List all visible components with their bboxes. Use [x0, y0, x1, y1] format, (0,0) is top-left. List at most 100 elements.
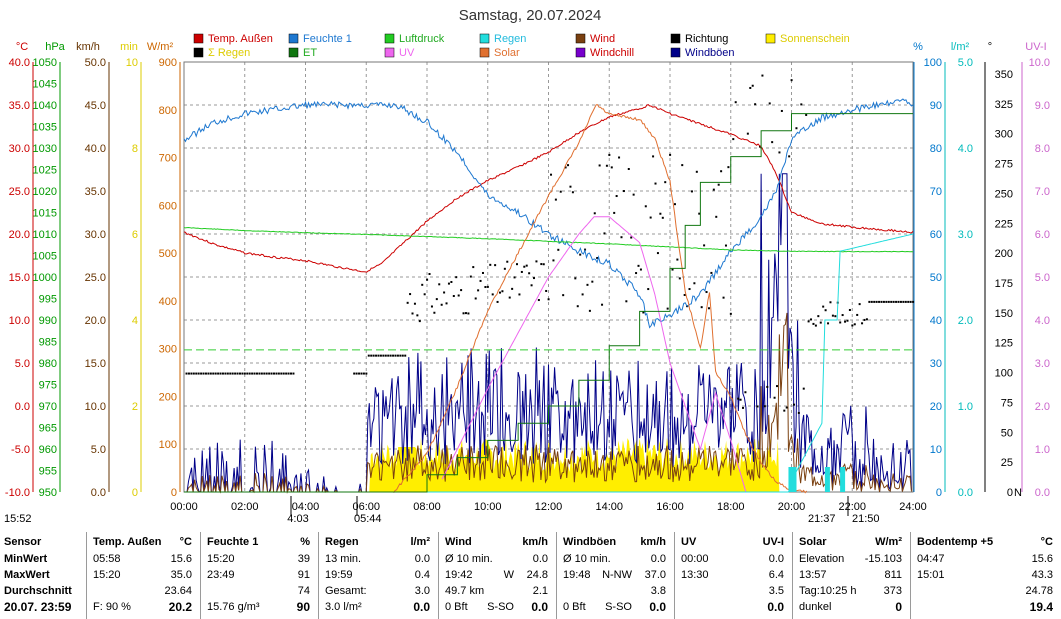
axis-tick-label: 950: [39, 487, 57, 499]
axis-tick-label: 990: [39, 315, 57, 327]
legend-label: Temp. Außen: [208, 33, 273, 45]
series-point-richtung: [472, 266, 475, 269]
stats-cell-value: 19.4: [1029, 600, 1053, 614]
series-point-richtung: [268, 372, 271, 375]
series-point-richtung: [678, 277, 681, 280]
stats-cell-label: dunkel: [799, 601, 832, 613]
stats-cell-value: 43.3: [1031, 569, 1053, 581]
series-point-richtung: [187, 372, 190, 375]
axis-tick-label: 100: [995, 368, 1013, 380]
axis-tick-label: 50.0: [85, 57, 106, 69]
series-point-richtung: [654, 182, 657, 185]
stats-cell-value: -15.103: [864, 553, 902, 565]
series-point-richtung: [520, 270, 523, 273]
series-point-richtung: [865, 318, 868, 321]
series-point-richtung: [221, 372, 224, 375]
axis-tick-label: 350: [995, 69, 1013, 81]
series-point-richtung: [912, 300, 915, 303]
axis-tick-label: 8: [132, 143, 138, 155]
series-point-richtung: [880, 300, 883, 303]
series-point-richtung: [834, 315, 837, 318]
series-point-richtung: [455, 276, 458, 279]
legend-swatch: [479, 33, 490, 44]
series-point-richtung: [219, 372, 222, 375]
stats-cell-value: 0.0: [767, 600, 784, 614]
axis-tick-label: 15.0: [9, 272, 30, 284]
series-point-richtung: [693, 282, 696, 285]
series-point-richtung: [817, 315, 820, 318]
stats-cell-value: 24.8: [526, 569, 548, 581]
series-point-richtung: [618, 156, 621, 159]
axis-tick-label: 150: [995, 308, 1013, 320]
series-point-richtung: [195, 372, 198, 375]
series-point-richtung: [557, 248, 560, 251]
series-point-richtung: [370, 354, 373, 357]
legend-label: Regen: [494, 33, 526, 45]
series-point-richtung: [423, 293, 426, 296]
sun-event-label: 4:03: [287, 513, 308, 525]
stats-column-unit: km/h: [640, 536, 666, 548]
axis-tick-label: 900: [159, 57, 177, 69]
axis-tick-label: 3.0: [1035, 358, 1050, 370]
stats-column-temp: Temp. Außen °C 05:58 15.6 15:20 35.0 23.…: [86, 532, 200, 619]
series-point-richtung: [428, 272, 431, 275]
series-point-richtung: [430, 305, 433, 308]
series-point-richtung: [754, 103, 757, 106]
series-point-richtung: [700, 306, 703, 309]
stats-cell-value: 3.8: [650, 585, 666, 597]
series-point-richtung: [491, 293, 494, 296]
series-point-richtung: [656, 252, 659, 255]
series-point-richtung: [255, 372, 258, 375]
series-point-richtung: [890, 300, 893, 303]
x-tick-label: 12:00: [535, 501, 563, 513]
axis-tick-label: 4: [132, 315, 138, 327]
series-point-richtung: [443, 291, 446, 294]
legend-label: Windchill: [590, 47, 634, 59]
axis-tick-label: 5.0: [15, 358, 30, 370]
series-point-richtung: [732, 138, 735, 141]
series-point-richtung: [615, 195, 618, 198]
stats-cell-label: 19:59: [325, 569, 353, 581]
axis-tick-label: 25.0: [85, 272, 106, 284]
series-point-richtung: [367, 354, 370, 357]
series-point-richtung: [793, 403, 796, 406]
stats-cell-label: Ø 10 min.: [445, 553, 493, 565]
series-point-richtung: [596, 256, 599, 259]
series-point-richtung: [639, 268, 642, 271]
legend-swatch: [765, 33, 776, 44]
axis-tick-label: 0: [1007, 487, 1013, 499]
series-point-richtung: [627, 168, 630, 171]
axis-unit-label: °: [988, 41, 992, 53]
series-point-richtung: [355, 372, 358, 375]
stats-column-header: Solar: [799, 536, 827, 548]
series-point-richtung: [372, 354, 375, 357]
chart-title: Samstag, 20.07.2024: [459, 7, 602, 24]
stats-cell-value: 6.4: [768, 569, 784, 581]
series-point-richtung: [724, 244, 727, 247]
series-point-richtung: [552, 259, 555, 262]
series-point-richtung: [263, 372, 266, 375]
axis-tick-label: 50: [930, 272, 942, 284]
axis-tick-label: 80: [930, 143, 942, 155]
axis-tick-label: 0.0: [1035, 487, 1050, 499]
series-point-richtung: [802, 387, 805, 390]
axis-tick-label: 225: [995, 218, 1013, 230]
series-point-richtung: [217, 372, 220, 375]
axis-tick-label: 30: [930, 358, 942, 370]
axis-tick-label: 20.0: [9, 229, 30, 241]
axis-tick-label: 995: [39, 294, 57, 306]
axis-tick-label: 275: [995, 159, 1013, 171]
axis-tick-label: 1.0: [1035, 444, 1050, 456]
series-point-richtung: [720, 170, 723, 173]
series-point-richtung: [749, 86, 752, 89]
stats-column-unit: °C: [1040, 536, 1053, 548]
axis-unit-label: W/m²: [147, 41, 174, 53]
series-point-richtung: [484, 286, 487, 289]
series-point-richtung: [554, 198, 557, 201]
series-point-richtung: [868, 300, 871, 303]
legend-swatch: [193, 33, 204, 44]
series-point-richtung: [622, 190, 625, 193]
series-point-richtung: [844, 320, 847, 323]
axis-tick-label: 1045: [33, 79, 57, 91]
sun-event-label: 21:50: [852, 513, 880, 525]
